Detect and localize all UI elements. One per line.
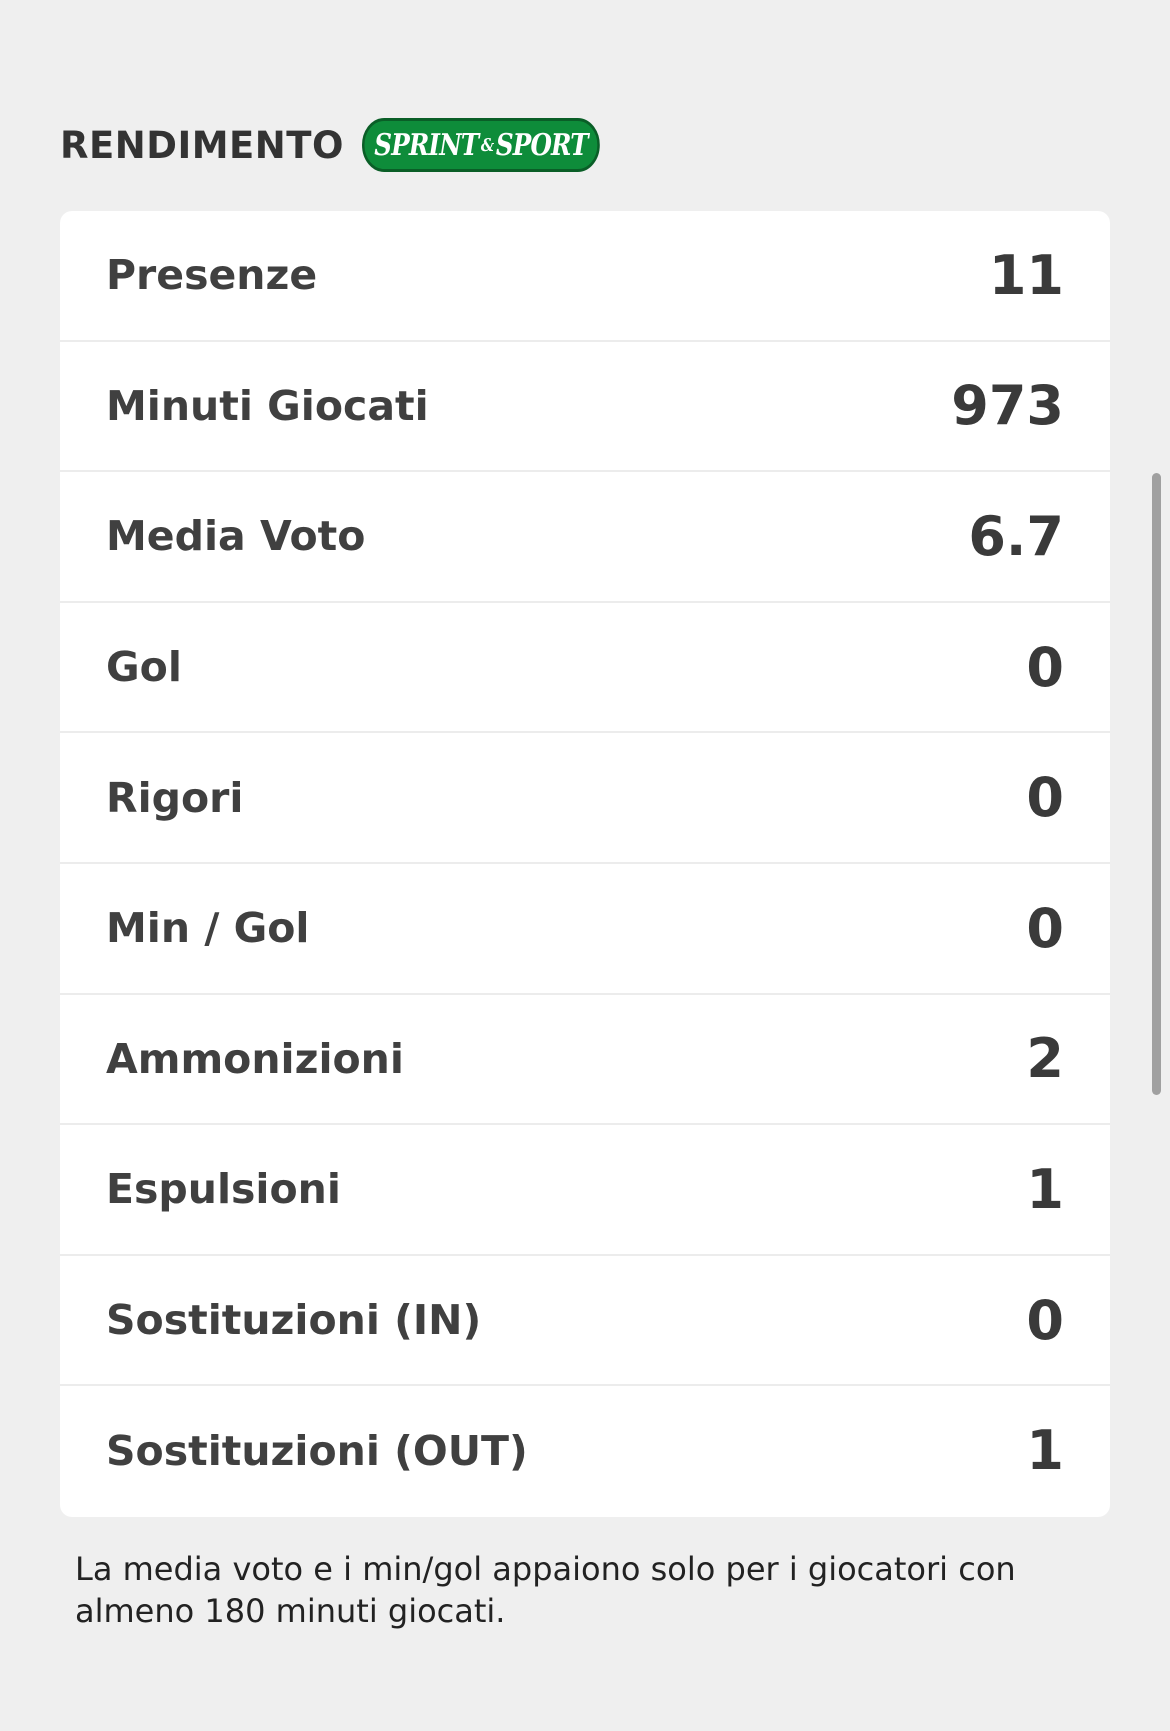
stat-value: 2 (1026, 1027, 1064, 1091)
stat-label: Presenze (106, 251, 318, 300)
stat-label: Minuti Giocati (106, 381, 429, 430)
stat-row-media-voto: Media Voto 6.7 (60, 472, 1110, 603)
stat-value: 0 (1026, 896, 1064, 960)
stat-value: 973 (951, 374, 1064, 438)
scrollbar[interactable] (1152, 473, 1161, 1095)
stat-label: Rigori (106, 773, 244, 822)
sprint-sport-logo: SPRINT & SPORT (361, 118, 601, 172)
stat-label: Ammonizioni (106, 1034, 404, 1083)
stat-row-minuti-giocati: Minuti Giocati 973 (60, 342, 1110, 473)
stat-value: 6.7 (968, 504, 1064, 568)
logo-text-sport: SPORT (495, 127, 589, 163)
stat-row-sostituzioni-in: Sostituzioni (IN) 0 (60, 1256, 1110, 1387)
stat-value: 1 (1026, 1419, 1064, 1483)
section-header: RENDIMENTO SPRINT & SPORT (60, 117, 652, 173)
stat-label: Espulsioni (106, 1165, 341, 1214)
stat-label: Media Voto (106, 512, 366, 561)
logo-text-sprint: SPRINT (374, 127, 479, 163)
stat-row-gol: Gol 0 (60, 603, 1110, 734)
section-title: RENDIMENTO (60, 123, 344, 167)
footnote: La media voto e i min/gol appaiono solo … (75, 1550, 1016, 1630)
stat-row-sostituzioni-out: Sostituzioni (OUT) 1 (60, 1386, 1110, 1515)
stat-value: 11 (988, 243, 1064, 307)
stat-label: Sostituzioni (IN) (106, 1296, 482, 1345)
stat-row-rigori: Rigori 0 (60, 733, 1110, 864)
stat-row-espulsioni: Espulsioni 1 (60, 1125, 1110, 1256)
stat-label: Min / Gol (106, 904, 310, 953)
stat-row-presenze: Presenze 11 (60, 211, 1110, 342)
stat-row-min-gol: Min / Gol 0 (60, 864, 1110, 995)
stat-label: Gol (106, 643, 182, 692)
stat-value: 0 (1026, 766, 1064, 830)
stat-row-ammonizioni: Ammonizioni 2 (60, 995, 1110, 1126)
stat-value: 0 (1026, 635, 1064, 699)
logo-ampersand: & (480, 134, 494, 156)
stats-card: Presenze 11 Minuti Giocati 973 Media Voto 6… (60, 211, 1110, 1517)
stat-value: 1 (1026, 1157, 1064, 1221)
stat-label: Sostituzioni (OUT) (106, 1426, 528, 1475)
stat-value: 0 (1026, 1288, 1064, 1352)
